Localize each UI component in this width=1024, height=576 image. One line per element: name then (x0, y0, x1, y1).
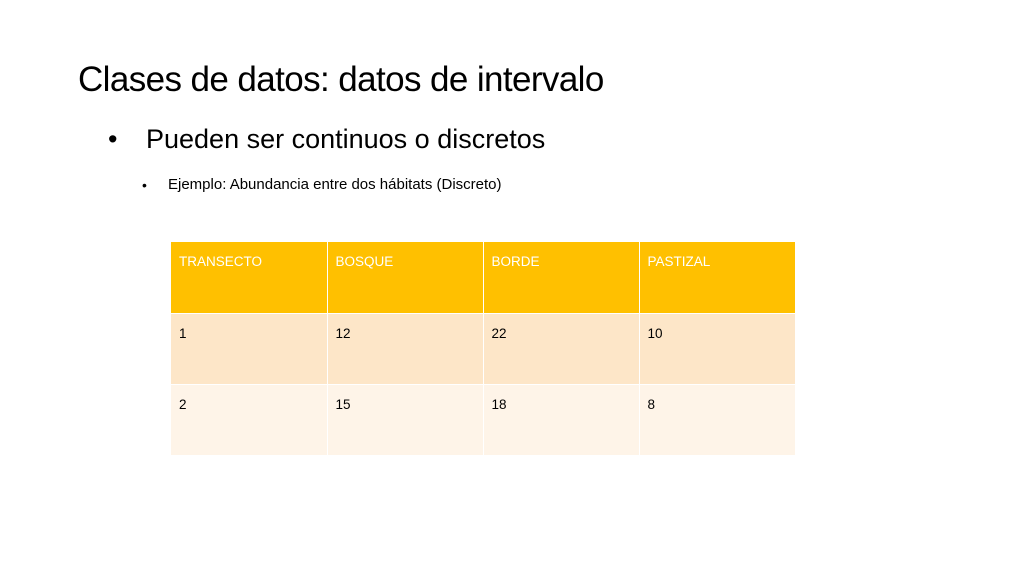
header-cell-borde: BORDE (483, 242, 640, 314)
header-cell-pastizal: PASTIZAL (639, 242, 796, 314)
table-cell: 8 (639, 384, 796, 456)
table-cell: 22 (483, 313, 640, 385)
table-cell: 12 (327, 313, 484, 385)
abundance-table: TRANSECTO BOSQUE BORDE PASTIZAL 1 12 22 … (171, 242, 796, 456)
table-cell: 2 (171, 384, 328, 456)
bullet-level-1-text: Pueden ser continuos o discretos (146, 124, 546, 154)
slide-title: Clases de datos: datos de intervalo (78, 60, 604, 99)
header-cell-bosque: BOSQUE (327, 242, 484, 314)
table-header-row: TRANSECTO BOSQUE BORDE PASTIZAL (171, 242, 796, 314)
table-cell: 18 (483, 384, 640, 456)
bullet-dot-icon: • (142, 176, 147, 193)
table-cell: 1 (171, 313, 328, 385)
bullet-level-1: • Pueden ser continuos o discretos (108, 124, 545, 155)
bullet-level-2: • Ejemplo: Abundancia entre dos hábitats… (142, 176, 502, 193)
bullet-dot-icon: • (108, 124, 118, 154)
table-row: 2 15 18 8 (171, 384, 796, 456)
table-cell: 10 (639, 313, 796, 385)
table-cell: 15 (327, 384, 484, 456)
table-row: 1 12 22 10 (171, 313, 796, 385)
bullet-level-2-text: Ejemplo: Abundancia entre dos hábitats (… (168, 176, 502, 193)
header-cell-transecto: TRANSECTO (171, 242, 328, 314)
